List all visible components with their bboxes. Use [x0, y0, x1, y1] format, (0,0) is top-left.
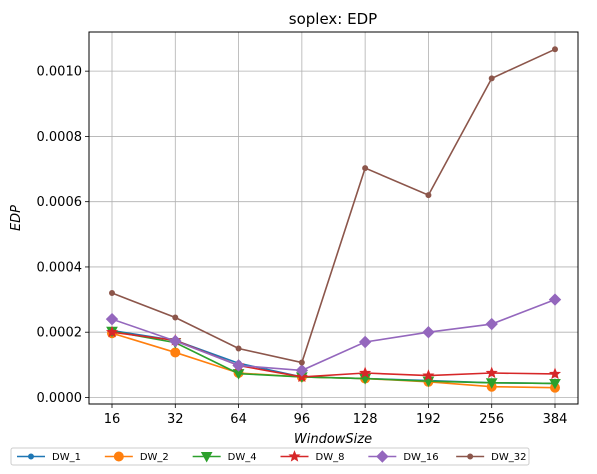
legend-label: DW_2 [140, 452, 169, 463]
y-tick-label: 0.0002 [37, 326, 83, 341]
data-point-DW_32 [552, 46, 558, 53]
series-layer [105, 46, 562, 393]
y-tick-label: 0.0006 [37, 195, 83, 210]
data-point-DW_16 [169, 334, 182, 348]
series-line-DW_32 [111, 48, 556, 364]
series-line-DW_4 [111, 330, 556, 385]
data-point-DW_32 [467, 453, 474, 460]
data-point-DW_16 [295, 364, 309, 377]
x-axis-label: WindowSize [294, 432, 372, 447]
chart-title: soplex: EDP [289, 10, 377, 28]
x-axis: 16 32 64 96 128 192 256 384 [104, 404, 568, 427]
series-DW_32 [109, 46, 558, 366]
legend-item-DW_32: DW_32 [456, 452, 526, 463]
series-DW_16 [105, 293, 562, 377]
data-point-DW_4 [549, 378, 561, 390]
x-tick-label: 32 [167, 412, 184, 427]
y-axis: 0.0000 0.0002 0.0004 0.0006 0.0008 0.0010 [37, 65, 89, 406]
legend-item-DW_4: DW_4 [192, 452, 257, 463]
data-point-DW_8 [288, 450, 301, 462]
data-point-DW_2 [170, 347, 181, 358]
data-point-DW_8 [359, 366, 372, 379]
legend-item-DW_16: DW_16 [368, 450, 439, 463]
y-tick-label: 0.0008 [37, 130, 83, 145]
data-point-DW_16 [376, 450, 389, 463]
data-point-DW_8 [422, 369, 435, 381]
data-point-DW_16 [548, 293, 562, 306]
data-point-DW_32 [362, 165, 369, 172]
y-tick-label: 0.0000 [37, 391, 83, 406]
plot-area-frame [88, 31, 579, 405]
data-point-DW_32 [109, 290, 115, 297]
x-tick-label: 96 [294, 412, 311, 427]
data-point-DW_2 [113, 451, 124, 462]
data-point-DW_8 [485, 366, 498, 379]
data-point-DW_4 [200, 452, 213, 463]
data-point-DW_32 [425, 192, 432, 199]
data-point-DW_32 [235, 345, 242, 352]
data-point-DW_8 [548, 367, 562, 380]
series-line-DW_16 [111, 298, 556, 372]
data-point-DW_8 [105, 325, 119, 338]
data-point-DW_16 [422, 326, 435, 339]
data-point-DW_32 [172, 314, 179, 321]
legend-item-DW_8: DW_8 [280, 450, 345, 463]
y-tick-label: 0.0004 [37, 260, 83, 275]
legend-item-DW_1: DW_1 [17, 452, 81, 463]
legend-label: DW_16 [403, 452, 438, 463]
data-point-DW_16 [358, 335, 372, 349]
x-tick-label: 16 [104, 412, 121, 427]
x-tick-label: 64 [230, 412, 247, 427]
legend-item-DW_2: DW_2 [104, 451, 169, 463]
y-axis-label: EDP [9, 205, 24, 231]
data-point-DW_16 [485, 317, 498, 331]
x-tick-label: 128 [353, 412, 378, 427]
data-point-DW_4 [485, 378, 498, 389]
x-tick-label: 192 [416, 412, 441, 427]
legend-label: DW_4 [228, 452, 257, 463]
data-point-DW_16 [232, 359, 245, 372]
y-tick-label: 0.0010 [37, 65, 83, 80]
data-point-DW_1 [28, 453, 34, 460]
legend-box [10, 447, 530, 466]
legend-label: DW_32 [491, 452, 526, 463]
data-point-DW_16 [105, 312, 119, 326]
x-tick-label: 384 [543, 412, 568, 427]
legend: DW_1 DW_2 DW_4 DW_8 DW_16 DW_32 [10, 447, 530, 466]
legend-label: DW_1 [52, 452, 81, 463]
data-point-DW_32 [488, 75, 495, 82]
x-tick-label: 256 [479, 412, 504, 427]
legend-label: DW_8 [316, 452, 345, 463]
data-point-DW_32 [298, 359, 305, 366]
